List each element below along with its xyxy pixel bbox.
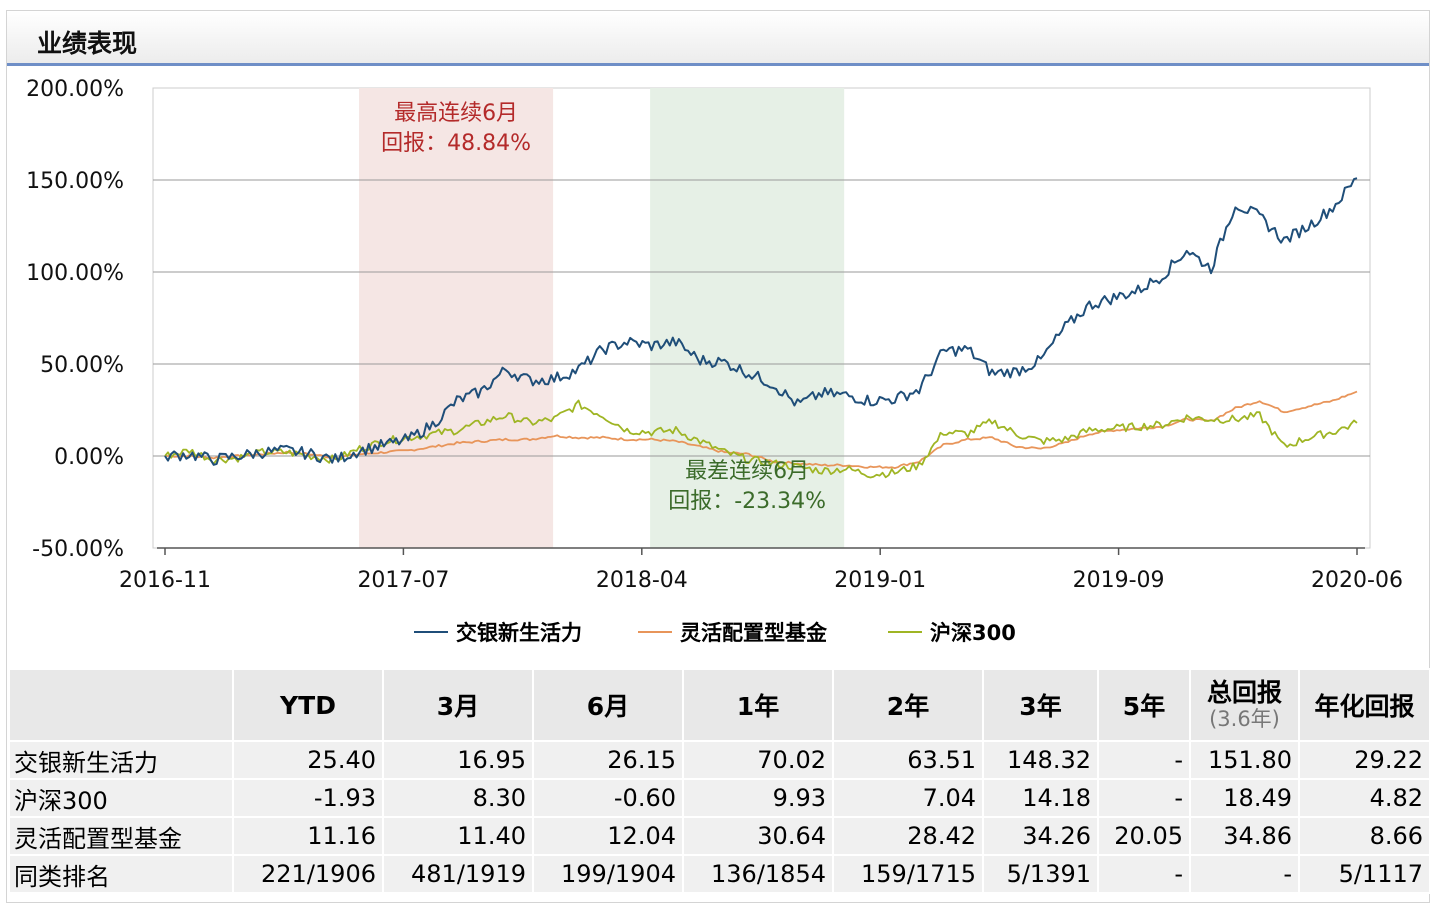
header-cell: 1年 xyxy=(682,668,834,742)
header-cell: 3年 xyxy=(982,668,1099,742)
table-cell: 148.32 xyxy=(982,740,1099,780)
table-cell: 20.05 xyxy=(1097,816,1191,856)
table-cell: 16.95 xyxy=(382,740,534,780)
x-tick-label: 2020-06 xyxy=(1311,568,1403,593)
table-cell: 8.30 xyxy=(382,778,534,818)
table-cell: 199/1904 xyxy=(532,854,684,894)
table-cell: 30.64 xyxy=(682,816,834,856)
table-cell: 29.22 xyxy=(1298,740,1431,780)
table-cell: 9.93 xyxy=(682,778,834,818)
table-cell: 7.04 xyxy=(832,778,984,818)
header-cell: 5年 xyxy=(1097,668,1191,742)
table-cell: 14.18 xyxy=(982,778,1099,818)
table-cell: 136/1854 xyxy=(682,854,834,894)
table-cell: 5/1391 xyxy=(982,854,1099,894)
table-row: 灵活配置型基金 11.16 11.40 12.04 30.64 28.42 34.26 20.… xyxy=(8,816,1431,856)
table-cell: -1.93 xyxy=(232,778,384,818)
x-tick-label: 2017-07 xyxy=(357,568,449,593)
header-cell xyxy=(8,668,234,742)
header-cell: YTD xyxy=(232,668,384,742)
table-cell: 11.40 xyxy=(382,816,534,856)
table-cell: - xyxy=(1097,740,1191,780)
table-cell: 70.02 xyxy=(682,740,834,780)
y-tick-label: 200.00% xyxy=(26,77,124,102)
highlight-band-best xyxy=(359,88,554,548)
header-cell: 6月 xyxy=(532,668,684,742)
table-cell: 34.86 xyxy=(1189,816,1300,856)
y-tick-label: 100.00% xyxy=(26,261,124,286)
series-line-0 xyxy=(164,177,1358,466)
performance-table: YTD 3月 6月 1年 2年 3年 5年 总回报 (3.6年) 年化回报 交银… xyxy=(8,668,1431,894)
table-cell: 18.49 xyxy=(1189,778,1300,818)
table-cell: 26.15 xyxy=(532,740,684,780)
y-tick-label: 0.00% xyxy=(54,445,124,470)
panel-header: 业绩表现 xyxy=(7,11,1429,66)
table-cell: - xyxy=(1097,854,1191,894)
legend-label: 交银新生活力 xyxy=(456,621,582,645)
table-cell: 63.51 xyxy=(832,740,984,780)
header-cell-total: 总回报 (3.6年) xyxy=(1189,668,1300,742)
table-row: 交银新生活力 25.40 16.95 26.15 70.02 63.51 148.32-15… xyxy=(8,740,1431,780)
x-tick-label: 2019-09 xyxy=(1073,568,1165,593)
legend-label: 沪深300 xyxy=(930,621,1016,645)
legend-item-index[interactable]: 沪深300 xyxy=(888,617,1016,647)
table-row: 同类排名 221/1906 481/1919 199/1904 136/1854 159/… xyxy=(8,854,1431,894)
highlight-label-best: 最高连续6月 xyxy=(394,101,518,126)
series-line-1 xyxy=(165,390,1358,469)
legend-swatch xyxy=(638,631,672,633)
highlight-label-worst: 最差连续6月 xyxy=(685,459,809,484)
x-tick-label: 2018-04 xyxy=(596,568,688,593)
table-body: 交银新生活力 25.40 16.95 26.15 70.02 63.51 148.32-15… xyxy=(8,740,1431,894)
table-cell: 8.66 xyxy=(1298,816,1431,856)
row-label: 交银新生活力 xyxy=(8,740,234,780)
table-row: 沪深300 -1.93 8.30 -0.60 9.93 7.04 14.18-18.49 4.… xyxy=(8,778,1431,818)
y-tick-label: 50.00% xyxy=(40,353,124,378)
legend-item-fund[interactable]: 交银新生活力 xyxy=(414,617,582,647)
y-tick-label: -50.00% xyxy=(32,537,124,562)
y-tick-label: 150.00% xyxy=(26,169,124,194)
table-cell: 4.82 xyxy=(1298,778,1431,818)
x-tick-label: 2016-11 xyxy=(119,568,211,593)
table-cell: 28.42 xyxy=(832,816,984,856)
table-cell: - xyxy=(1097,778,1191,818)
table-header-row: YTD 3月 6月 1年 2年 3年 5年 总回报 (3.6年) 年化回报 xyxy=(8,668,1431,742)
legend-item-category[interactable]: 灵活配置型基金 xyxy=(638,617,827,647)
table-cell: - xyxy=(1189,854,1300,894)
legend-swatch xyxy=(888,631,922,633)
highlight-value-best: 回报：48.84% xyxy=(381,131,531,156)
header-total-period: (3.6年) xyxy=(1209,707,1280,731)
header-cell: 2年 xyxy=(832,668,984,742)
table-cell: 34.26 xyxy=(982,816,1099,856)
table-cell: 151.80 xyxy=(1189,740,1300,780)
row-label: 沪深300 xyxy=(8,778,234,818)
performance-chart: 200.00% 150.00% 100.00% 50.00% 0.00% -50.00% 2… xyxy=(26,77,1403,593)
highlight-value-worst: 回报：-23.34% xyxy=(668,489,826,514)
table-cell: 221/1906 xyxy=(232,854,384,894)
table-cell: 12.04 xyxy=(532,816,684,856)
panel-title: 业绩表现 xyxy=(37,29,138,58)
table-cell: 25.40 xyxy=(232,740,384,780)
legend-swatch xyxy=(414,631,448,633)
table-cell: 159/1715 xyxy=(832,854,984,894)
header-total-label: 总回报 xyxy=(1206,678,1282,707)
table-cell: -0.60 xyxy=(532,778,684,818)
legend-label: 灵活配置型基金 xyxy=(680,621,827,645)
row-label: 同类排名 xyxy=(8,854,234,894)
table-cell: 5/1117 xyxy=(1298,854,1431,894)
table-cell: 11.16 xyxy=(232,816,384,856)
row-label: 灵活配置型基金 xyxy=(8,816,234,856)
header-cell: 3月 xyxy=(382,668,534,742)
header-cell: 年化回报 xyxy=(1298,668,1431,742)
table-cell: 481/1919 xyxy=(382,854,534,894)
x-tick-label: 2019-01 xyxy=(834,568,926,593)
chart-legend: 交银新生活力 灵活配置型基金 沪深300 xyxy=(0,617,1437,647)
